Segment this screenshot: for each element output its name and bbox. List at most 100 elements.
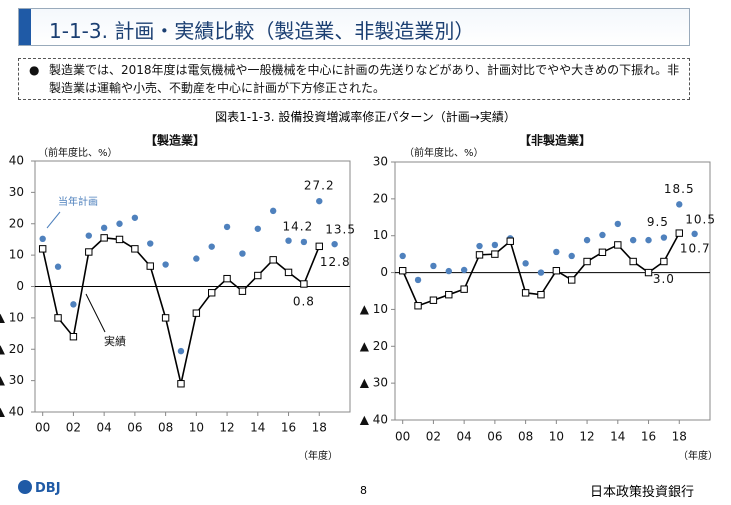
- actual-marker: [475, 251, 484, 259]
- x-tick-label: 00: [395, 430, 410, 444]
- plan-dot: [691, 230, 698, 238]
- actual-marker: [429, 296, 438, 304]
- actual-marker: [398, 267, 407, 275]
- actual-marker: [506, 237, 514, 245]
- plan-dot: [430, 262, 437, 270]
- y-tick-label: 40: [9, 154, 24, 168]
- plan-dot: [85, 232, 92, 239]
- plan-dot: [70, 301, 77, 308]
- header-bar: [19, 9, 31, 45]
- value-label: 13.5: [325, 223, 356, 237]
- value-label: 10.5: [685, 212, 716, 226]
- actual-marker: [177, 380, 185, 388]
- actual-marker: [675, 229, 683, 237]
- x-tick-label: 04: [457, 430, 472, 444]
- actual-marker: [284, 268, 293, 277]
- actual-marker: [223, 274, 231, 283]
- plan-dot: [100, 224, 108, 232]
- chart-title: 【非製造業】: [519, 133, 591, 148]
- plan-dot: [599, 231, 606, 239]
- value-label: 18.5: [664, 182, 695, 196]
- y-tick-label: ▲ 30: [360, 376, 388, 390]
- y-tick-label: 20: [373, 191, 388, 205]
- y-tick-label: ▲ 40: [0, 405, 24, 419]
- y-tick-label: 30: [9, 185, 24, 199]
- plan-dot: [193, 255, 200, 262]
- x-tick-label: 14: [250, 421, 265, 435]
- plan-dot: [162, 261, 169, 268]
- actual-marker: [238, 287, 247, 295]
- plan-dot: [239, 250, 246, 257]
- actual-marker: [583, 257, 591, 266]
- y-tick-label: 30: [373, 155, 388, 169]
- value-label: 12.8: [320, 255, 351, 269]
- plan-dot: [537, 269, 545, 276]
- y-tick-label: 10: [9, 248, 24, 262]
- actual-marker: [300, 280, 308, 288]
- x-tick-label: 08: [158, 421, 173, 435]
- actual-marker: [598, 248, 607, 257]
- actual-marker: [568, 276, 576, 284]
- plan-dot: [522, 260, 529, 267]
- actual-marker: [115, 235, 124, 244]
- x-tick-label: 06: [487, 430, 502, 444]
- x-tick-label: 02: [66, 421, 81, 435]
- actual-marker: [100, 234, 108, 242]
- actual-marker: [537, 290, 545, 299]
- plan-dot: [116, 220, 123, 227]
- y-tick-label: ▲ 20: [360, 339, 388, 353]
- plan-dot: [131, 214, 139, 221]
- plan-dot: [147, 240, 154, 247]
- x-tick-label: 10: [549, 430, 564, 444]
- note-text: 製造業では、2018年度は電気機械や一般機械を中心に計画の先送りなどがあり、計画…: [49, 63, 680, 95]
- actual-marker: [161, 314, 170, 322]
- actual-marker: [445, 290, 453, 299]
- plan-dot: [208, 243, 215, 250]
- actual-marker: [660, 257, 668, 266]
- header: 1-1-3. 計画・実績比較（製造業、非製造業別）: [18, 8, 690, 46]
- actual-marker: [491, 250, 499, 258]
- plan-dot: [491, 241, 499, 249]
- org-name: 日本政策投資銀行: [590, 485, 695, 500]
- x-tick-label: 16: [641, 430, 656, 444]
- y-tick-label: 10: [373, 228, 388, 242]
- plan-dot: [399, 252, 406, 260]
- x-tick-label: 12: [219, 421, 234, 435]
- x-tick-label: 02: [426, 430, 441, 444]
- plan-dot: [583, 236, 591, 244]
- y-tick-label: ▲ 10: [360, 302, 388, 316]
- chart-title: 【製造業】: [145, 133, 205, 148]
- y-axis-label: （前年度比、%）: [404, 146, 484, 159]
- actual-marker: [54, 314, 62, 322]
- actual-marker: [414, 302, 422, 310]
- x-tick-label: 06: [127, 421, 142, 435]
- x-tick-label: 18: [312, 421, 327, 435]
- actual-marker: [269, 256, 277, 264]
- plan-dot: [177, 347, 185, 355]
- actual-marker: [254, 271, 262, 280]
- x-tick-label: 00: [35, 421, 50, 435]
- plot-frame: [394, 161, 711, 421]
- figure-caption: 図表1-1-3. 設備投資増減率修正パターン（計画→実績）: [215, 110, 516, 124]
- actual-marker: [629, 257, 637, 266]
- plan-dot: [300, 238, 308, 246]
- plan-dot: [39, 235, 46, 243]
- value-label: 14.2: [283, 219, 314, 233]
- bullet: ●: [29, 63, 40, 77]
- logo-text: DBJ: [35, 481, 61, 496]
- plan-dot: [414, 276, 422, 284]
- x-tick-label: 18: [672, 430, 687, 444]
- plan-dot: [645, 236, 652, 244]
- plan-dot: [568, 252, 575, 260]
- value-label: 27.2: [304, 179, 335, 193]
- value-label: 0.8: [293, 294, 315, 308]
- annotation: 当年計画: [58, 195, 98, 208]
- plan-dot: [553, 248, 560, 256]
- value-label: 9.5: [647, 215, 669, 229]
- header-title: 1-1-3. 計画・実績比較（製造業、非製造業別）: [49, 19, 475, 43]
- plan-dot: [285, 237, 292, 244]
- x-tick-label: 04: [97, 421, 112, 435]
- actual-marker: [69, 333, 78, 341]
